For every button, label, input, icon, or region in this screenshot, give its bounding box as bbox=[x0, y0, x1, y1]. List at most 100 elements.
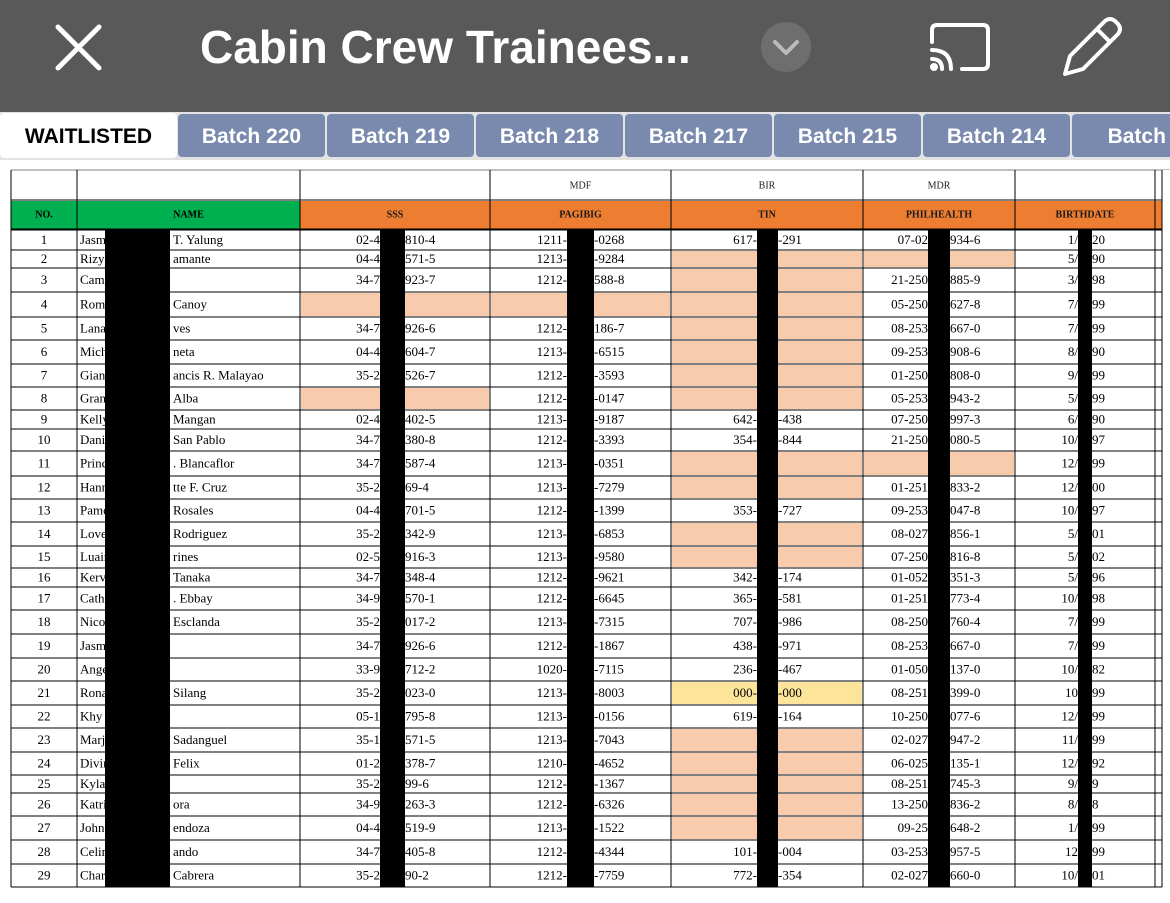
cell-text: -6326 bbox=[594, 796, 625, 811]
cell-text: Celin bbox=[80, 844, 109, 859]
cell-text: Cabrera bbox=[173, 867, 214, 882]
cell-text: 1213- bbox=[537, 251, 567, 266]
row-number: 25 bbox=[38, 776, 51, 791]
cell-text: 90 bbox=[1092, 344, 1105, 359]
tab[interactable]: Batch 214 bbox=[923, 114, 1070, 157]
cell-text: 02-5 bbox=[356, 549, 380, 564]
cell-text: 1213- bbox=[537, 549, 567, 564]
redaction bbox=[105, 230, 170, 887]
cell-text: Khy bbox=[80, 708, 103, 723]
cell-text: 08-027 bbox=[891, 526, 928, 541]
cell-text: 745-3 bbox=[950, 776, 980, 791]
cell-text: 1212- bbox=[537, 390, 567, 405]
cell-text: 619- bbox=[733, 708, 757, 723]
cast-button[interactable] bbox=[930, 23, 990, 71]
cell-text: 186-7 bbox=[594, 320, 625, 335]
tab-label[interactable]: Batch 217 bbox=[649, 125, 748, 148]
cell-text: 077-6 bbox=[950, 708, 981, 723]
cell-text: 926-6 bbox=[405, 638, 436, 653]
cell-text: Esclanda bbox=[173, 614, 220, 629]
header-cell bbox=[11, 201, 77, 229]
row-number: 20 bbox=[38, 661, 51, 676]
tab-label[interactable]: Batch 218 bbox=[500, 125, 600, 148]
cell-text: 916-3 bbox=[405, 549, 435, 564]
cell-text: 99-6 bbox=[405, 776, 429, 791]
cell-text: 588-8 bbox=[594, 272, 624, 287]
tab-label[interactable]: Batch 219 bbox=[351, 125, 450, 148]
tab-label[interactable]: Batch 220 bbox=[202, 125, 301, 148]
cell-text: 943-2 bbox=[950, 390, 980, 405]
row-number: 2 bbox=[41, 251, 48, 266]
cell-text: -7315 bbox=[594, 614, 624, 629]
cell-text: 99 bbox=[1092, 638, 1105, 653]
cell-text: 99 bbox=[1092, 685, 1105, 700]
cell-text: Rodriguez bbox=[173, 526, 227, 541]
cell-text: 923-7 bbox=[405, 272, 436, 287]
tab[interactable]: Batch 217 bbox=[625, 114, 772, 157]
tab-label[interactable]: Batch 215 bbox=[798, 125, 898, 148]
cell-text: Sadanguel bbox=[173, 732, 228, 747]
cell-text: -291 bbox=[778, 232, 802, 247]
cell-text: 772- bbox=[733, 867, 757, 882]
cell-text: 08-250 bbox=[891, 614, 928, 629]
row-number: 24 bbox=[38, 755, 52, 770]
cell-text: -0147 bbox=[594, 390, 625, 405]
tab[interactable]: Batch 219 bbox=[327, 114, 474, 157]
cell-text: 01-052 bbox=[891, 569, 928, 584]
cell-text: 5/ bbox=[1068, 549, 1079, 564]
cell-text: 10/ bbox=[1061, 502, 1078, 517]
tab[interactable]: Batch 2 bbox=[1072, 114, 1170, 157]
cell-text: Mich bbox=[80, 344, 108, 359]
cell-text: -1522 bbox=[594, 820, 624, 835]
cell-text: Jasm bbox=[80, 638, 106, 653]
tab[interactable]: Batch 215 bbox=[774, 114, 921, 157]
tab[interactable]: WAITLISTED bbox=[0, 113, 177, 158]
cell-text: 34-7 bbox=[356, 320, 380, 335]
cell-text: ves bbox=[173, 320, 190, 335]
tab-label[interactable]: WAITLISTED bbox=[25, 125, 152, 148]
close-button[interactable] bbox=[55, 24, 102, 71]
title-dropdown[interactable] bbox=[761, 22, 811, 72]
cell-text: 5/ bbox=[1068, 251, 1079, 266]
tab-background bbox=[1072, 114, 1170, 157]
cell-text: 10/ bbox=[1061, 661, 1078, 676]
cell-text: 01 bbox=[1092, 526, 1105, 541]
cell-text: Kelly bbox=[80, 411, 109, 426]
cell-text: Tanaka bbox=[173, 569, 211, 584]
cell-text: 399-0 bbox=[950, 685, 980, 700]
cell-text: Mangan bbox=[173, 411, 216, 426]
cell-text: Princ bbox=[80, 455, 108, 470]
cell-text: 13-250 bbox=[891, 796, 928, 811]
cell-text: 34-7 bbox=[356, 844, 380, 859]
cell-text: 08-253 bbox=[891, 638, 928, 653]
tab[interactable]: Batch 220 bbox=[178, 114, 325, 157]
row-number: 11 bbox=[38, 455, 51, 470]
row-number: 3 bbox=[41, 272, 48, 287]
redaction bbox=[928, 230, 950, 887]
cell-text: 1/ bbox=[1068, 820, 1079, 835]
cell-text: Canoy bbox=[173, 296, 207, 311]
cell-text: 12/ bbox=[1061, 708, 1078, 723]
tab-background bbox=[774, 114, 921, 157]
cell-text: ando bbox=[173, 844, 198, 859]
cell-text: 908-6 bbox=[950, 344, 981, 359]
cell-text: 604-7 bbox=[405, 344, 436, 359]
tab-label[interactable]: Batch 214 bbox=[947, 125, 1047, 148]
edit-button[interactable] bbox=[1063, 17, 1122, 76]
cell-text: 1213- bbox=[537, 479, 567, 494]
header-cell bbox=[300, 201, 490, 229]
cell-text: -354 bbox=[778, 867, 802, 882]
tab[interactable]: Batch 218 bbox=[476, 114, 623, 157]
cell-text: 90 bbox=[1092, 251, 1105, 266]
cell-text: 05-253 bbox=[891, 390, 928, 405]
row-number: 7 bbox=[41, 367, 48, 382]
column-header: NAME bbox=[173, 209, 204, 220]
tab-background bbox=[0, 113, 177, 158]
cell-text: 1210- bbox=[537, 755, 567, 770]
cell-text: 5/ bbox=[1068, 390, 1079, 405]
cell-text: Alba bbox=[173, 390, 199, 405]
cell-text: 01 bbox=[1092, 867, 1105, 882]
row-number: 21 bbox=[38, 685, 51, 700]
tab-label[interactable]: Batch 2 bbox=[1108, 125, 1170, 148]
